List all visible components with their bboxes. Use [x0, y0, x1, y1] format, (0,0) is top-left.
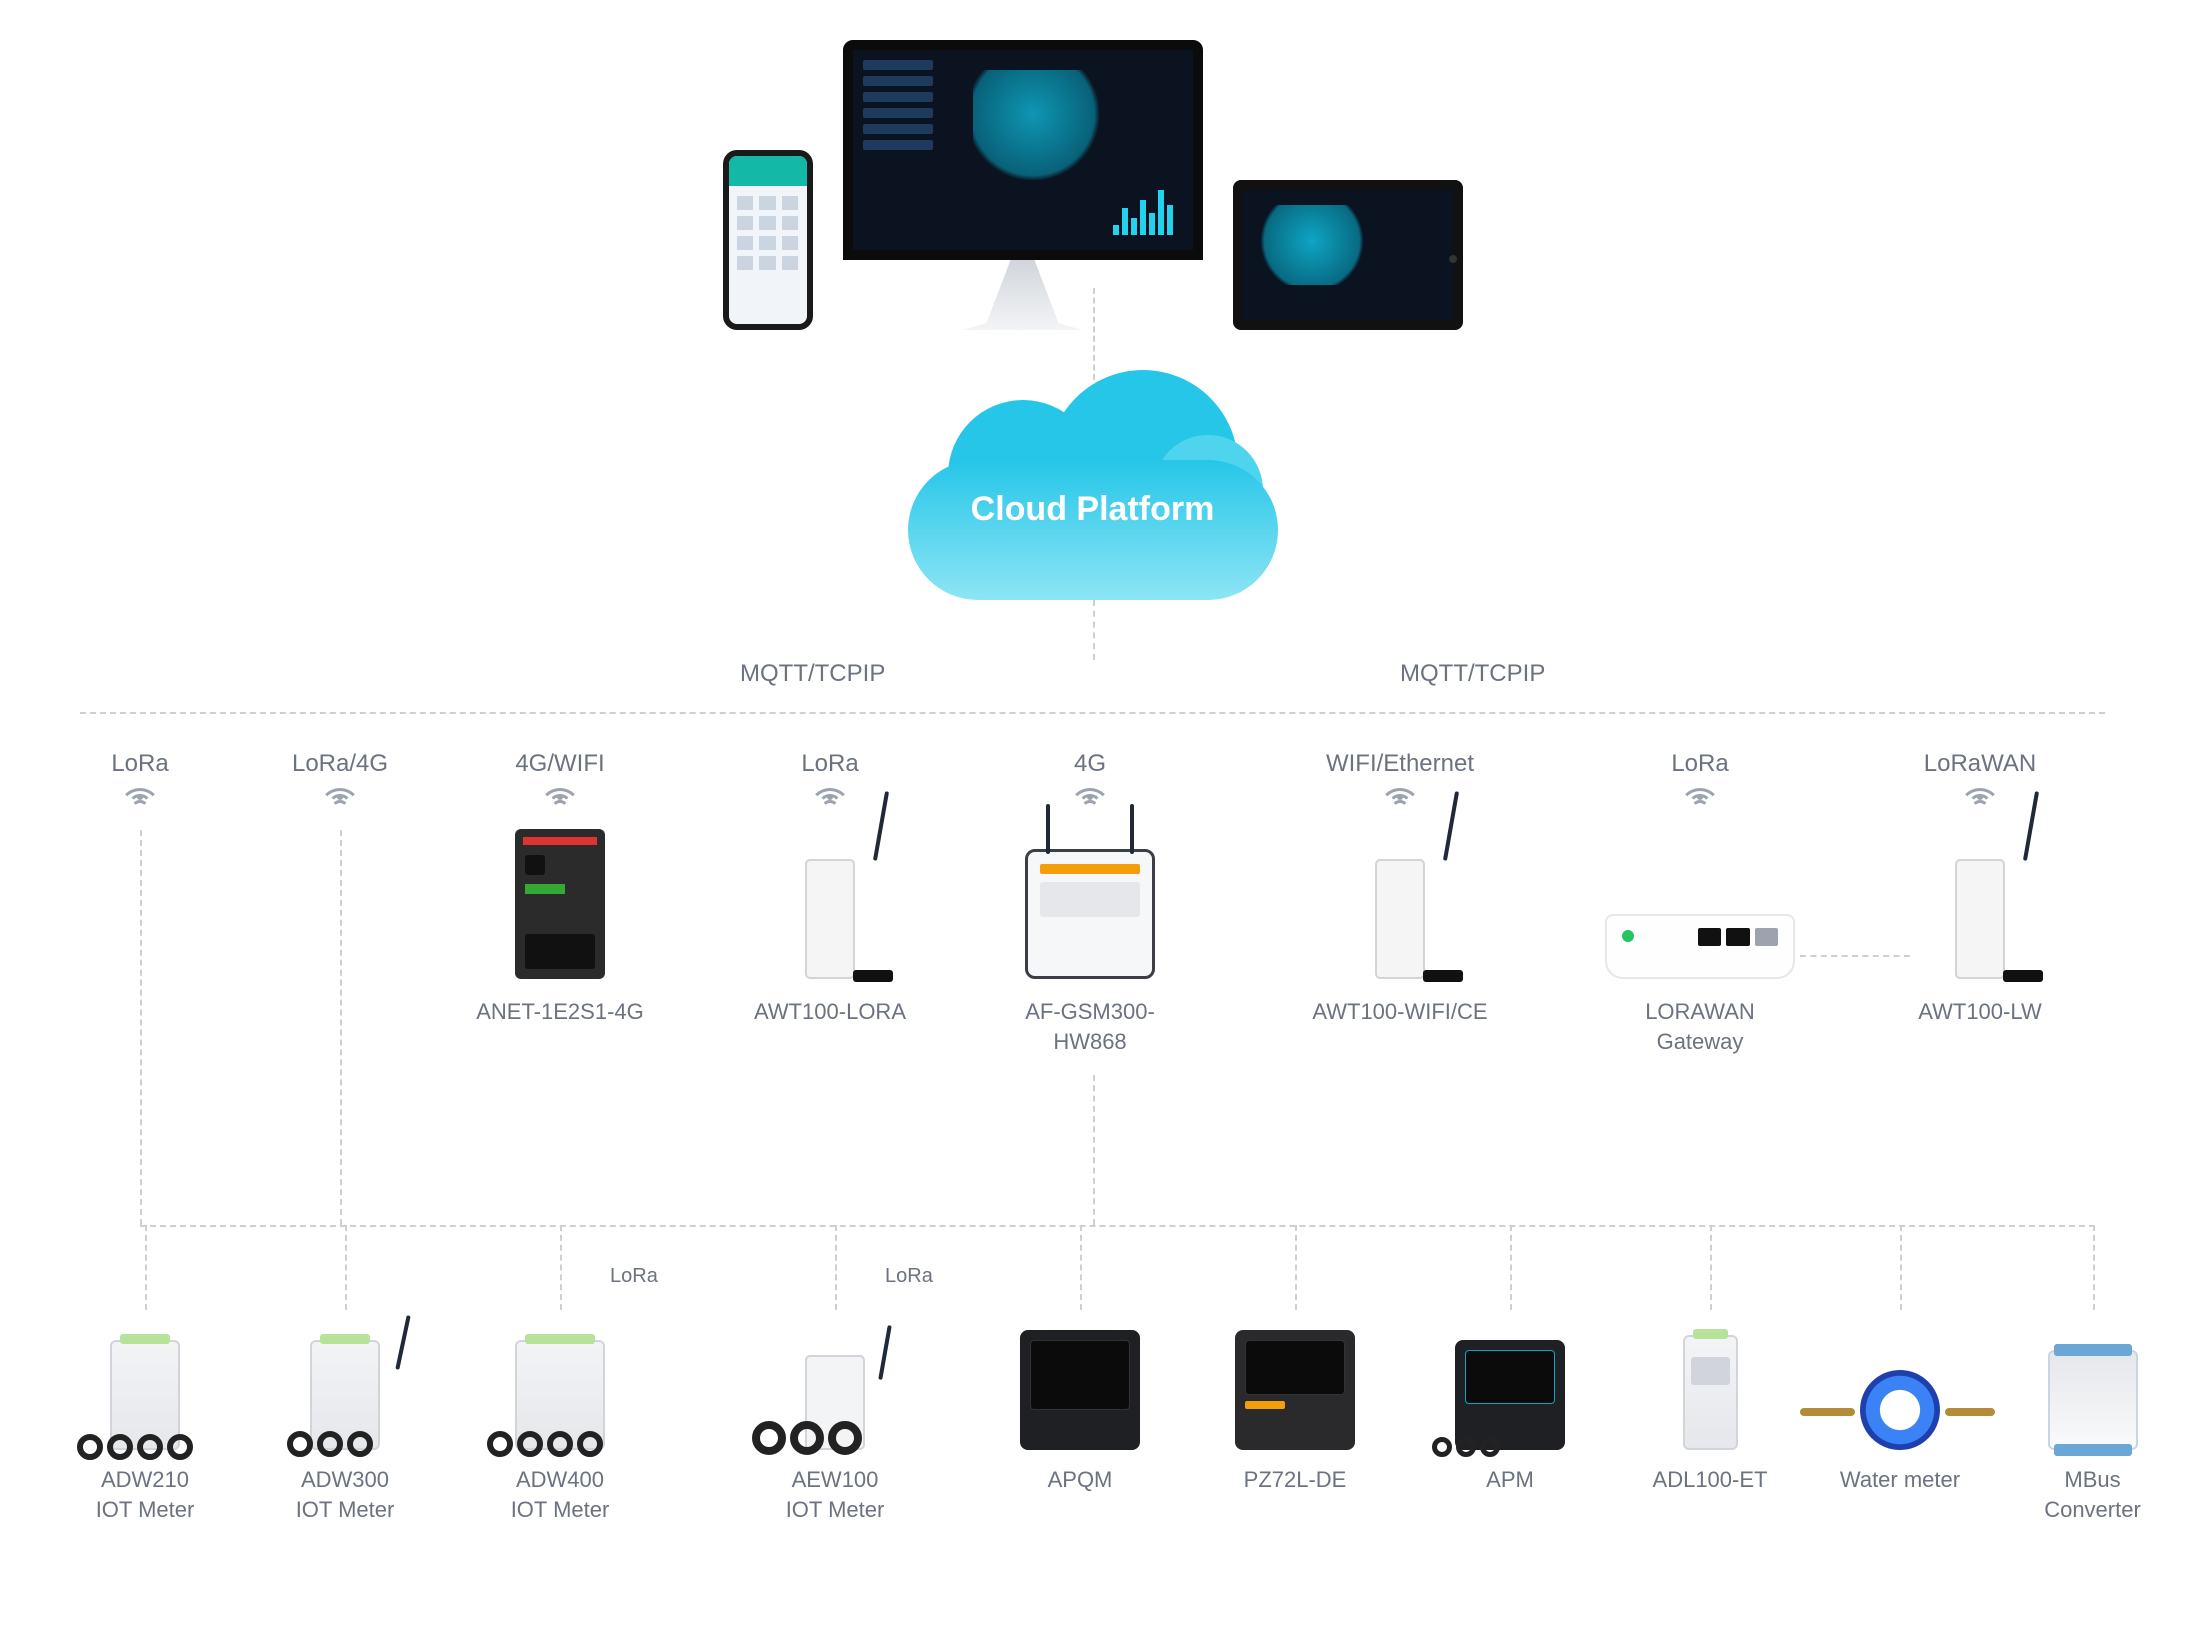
adw300-icon: [310, 1340, 380, 1450]
dev-water: Water meter: [1820, 1300, 1980, 1495]
adw400-icon: [515, 1340, 605, 1450]
device-label: Water meter: [1820, 1465, 1980, 1495]
line-col0-down: [140, 830, 142, 1225]
mbus-icon: [2048, 1350, 2138, 1450]
dev-apqm: APQM: [1010, 1300, 1150, 1495]
conn-label: WIFI/Ethernet: [1310, 750, 1490, 778]
cloud: Cloud Platform: [908, 380, 1278, 600]
line-col1-down: [340, 830, 342, 1225]
conn-label: LoRa: [1600, 750, 1800, 778]
lorawan-gateway-icon: [1605, 914, 1795, 979]
drop-6: [1510, 1225, 1512, 1310]
anet-gateway-icon: [515, 829, 605, 979]
drop-2: [560, 1225, 562, 1310]
gateway-col-2: 4G/WIFI ANET-1E2S1-4G: [470, 750, 650, 1027]
bus-line: [140, 1225, 2095, 1227]
dev-mbus: MBus Converter: [2020, 1300, 2165, 1524]
device-label: APM: [1440, 1465, 1580, 1495]
gateway-col-7: LoRaWAN AWT100-LW: [1890, 750, 2070, 1027]
device-label: ADW300 IOT Meter: [270, 1465, 420, 1524]
af-gsm300-icon: [1025, 849, 1155, 979]
conn-label: 4G/WIFI: [470, 750, 650, 778]
device-label: ADL100-ET: [1645, 1465, 1775, 1495]
gateway-name: LORAWAN Gateway: [1600, 997, 1800, 1056]
tablet-mock: [1233, 180, 1463, 330]
wifi-icon: [1962, 788, 1998, 814]
gateway-col-1: LoRa/4G: [280, 750, 400, 819]
smartphone-mock: [723, 150, 813, 330]
drop-7: [1710, 1225, 1712, 1310]
gateway-name: AF-GSM300-HW868: [990, 997, 1190, 1056]
wifi-icon: [1072, 788, 1108, 814]
wifi-icon: [812, 788, 848, 814]
link-lorawan-awt100: [1800, 955, 1910, 957]
gateway-col-4: 4G AF-GSM300-HW868: [990, 750, 1190, 1056]
conn-label: LoRaWAN: [1890, 750, 2070, 778]
wifi-icon: [542, 788, 578, 814]
dev-pz72l: PZ72L-DE: [1225, 1300, 1365, 1495]
drop-4: [1080, 1225, 1082, 1310]
device-label: ADW400 IOT Meter: [485, 1465, 635, 1524]
awt100-lora-icon: [805, 859, 855, 979]
dev-aew100: AEW100 IOT Meter: [750, 1300, 920, 1524]
client-devices: [0, 40, 2185, 330]
dev-apm: APM: [1440, 1300, 1580, 1495]
conn-label: LoRa: [740, 750, 920, 778]
desktop-mock: [843, 40, 1203, 330]
drop-5: [1295, 1225, 1297, 1310]
apm-icon: [1455, 1340, 1565, 1450]
wifi-icon: [122, 788, 158, 814]
gateway-name: AWT100-LORA: [740, 997, 920, 1027]
drop-9: [2093, 1225, 2095, 1310]
mini-label-aew100: LoRa: [885, 1265, 933, 1288]
device-label: APQM: [1010, 1465, 1150, 1495]
line-center-down: [1093, 1075, 1095, 1225]
gateway-col-5: WIFI/Ethernet AWT100-WIFI/CE: [1310, 750, 1490, 1027]
awt100-lw-icon: [1955, 859, 2005, 979]
line-devices-to-cloud: [1093, 288, 1095, 380]
dev-adw400: ADW400 IOT Meter: [485, 1300, 635, 1524]
awt100-wifi-icon: [1375, 859, 1425, 979]
device-label: AEW100 IOT Meter: [750, 1465, 920, 1524]
dev-adw300: ADW300 IOT Meter: [270, 1300, 420, 1524]
diagram-canvas: Cloud Platform MQTT/TCPIP MQTT/TCPIP LoR…: [0, 0, 2185, 1629]
gateway-col-3: LoRa AWT100-LORA: [740, 750, 920, 1027]
gateway-name: ANET-1E2S1-4G: [470, 997, 650, 1027]
protocol-right: MQTT/TCPIP: [1400, 660, 1545, 688]
mini-label-adw400: LoRa: [610, 1265, 658, 1288]
gateway-name: AWT100-WIFI/CE: [1310, 997, 1490, 1027]
device-label: PZ72L-DE: [1225, 1465, 1365, 1495]
aew100-icon: [805, 1355, 865, 1450]
wifi-icon: [322, 788, 358, 814]
apqm-icon: [1020, 1330, 1140, 1450]
drop-1: [345, 1225, 347, 1310]
gateway-name: AWT100-LW: [1890, 997, 2070, 1027]
conn-label: LoRa/4G: [280, 750, 400, 778]
separator-line-1: [80, 712, 2105, 714]
pz72l-icon: [1235, 1330, 1355, 1450]
cloud-label: Cloud Platform: [908, 490, 1278, 529]
device-label: MBus Converter: [2020, 1465, 2165, 1524]
conn-label: LoRa: [80, 750, 200, 778]
line-cloud-down: [1093, 600, 1095, 660]
protocol-left: MQTT/TCPIP: [740, 660, 885, 688]
gateway-col-0: LoRa: [80, 750, 200, 819]
dev-adw210: ADW210 IOT Meter: [70, 1300, 220, 1524]
adl100-icon: [1683, 1335, 1738, 1450]
dev-adl100: ADL100-ET: [1645, 1300, 1775, 1495]
conn-label: 4G: [990, 750, 1190, 778]
water-meter-icon: [1860, 1370, 1940, 1450]
gateway-col-6: LoRa LORAWAN Gateway: [1600, 750, 1800, 1056]
drop-3: [835, 1225, 837, 1310]
drop-8: [1900, 1225, 1902, 1310]
wifi-icon: [1382, 788, 1418, 814]
device-label: ADW210 IOT Meter: [70, 1465, 220, 1524]
adw210-icon: [110, 1340, 180, 1450]
wifi-icon: [1682, 788, 1718, 814]
drop-0: [145, 1225, 147, 1310]
